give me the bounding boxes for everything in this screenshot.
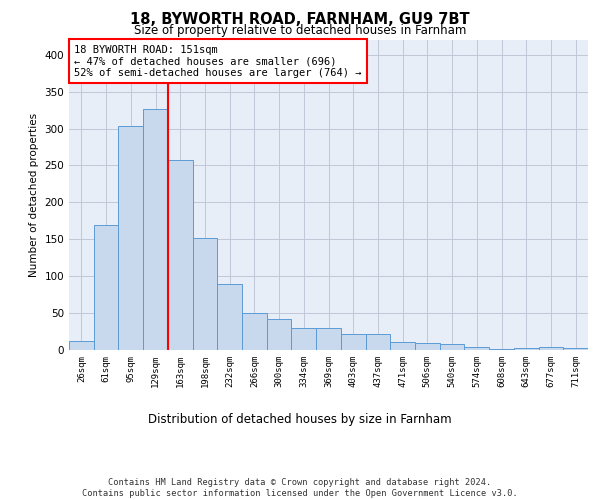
Bar [464, 347, 489, 350]
Text: 18, BYWORTH ROAD, FARNHAM, GU9 7BT: 18, BYWORTH ROAD, FARNHAM, GU9 7BT [130, 12, 470, 28]
Bar [143, 108, 168, 350]
Bar [563, 348, 588, 350]
Bar [267, 319, 292, 350]
Bar [292, 328, 316, 350]
Bar [69, 341, 94, 350]
Text: Distribution of detached houses by size in Farnham: Distribution of detached houses by size … [148, 412, 452, 426]
Bar [242, 313, 267, 350]
Text: 18 BYWORTH ROAD: 151sqm
← 47% of detached houses are smaller (696)
52% of semi-d: 18 BYWORTH ROAD: 151sqm ← 47% of detache… [74, 44, 362, 78]
Bar [217, 284, 242, 350]
Bar [489, 348, 514, 350]
Bar [415, 342, 440, 350]
Bar [390, 342, 415, 350]
Bar [168, 160, 193, 350]
Text: Contains HM Land Registry data © Crown copyright and database right 2024.
Contai: Contains HM Land Registry data © Crown c… [82, 478, 518, 498]
Bar [118, 126, 143, 350]
Bar [365, 334, 390, 350]
Bar [440, 344, 464, 350]
Text: Size of property relative to detached houses in Farnham: Size of property relative to detached ho… [134, 24, 466, 37]
Bar [316, 328, 341, 350]
Bar [539, 347, 563, 350]
Bar [94, 224, 118, 350]
Bar [341, 334, 365, 350]
Y-axis label: Number of detached properties: Number of detached properties [29, 113, 39, 277]
Bar [193, 238, 217, 350]
Bar [514, 348, 539, 350]
